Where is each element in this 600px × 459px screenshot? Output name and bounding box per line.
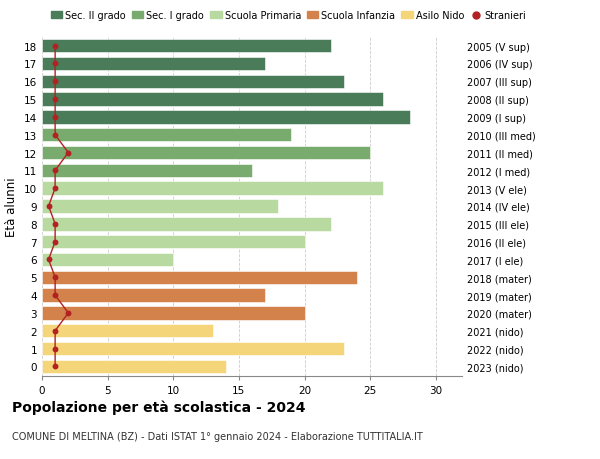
Bar — [42, 200, 278, 213]
Bar — [42, 182, 383, 196]
Point — [44, 203, 53, 210]
Bar — [42, 58, 265, 71]
Bar — [42, 360, 226, 373]
Bar — [42, 325, 212, 338]
Bar — [42, 93, 383, 106]
Point — [50, 114, 60, 121]
Point — [50, 132, 60, 139]
Point — [50, 363, 60, 370]
Point — [50, 78, 60, 86]
Bar — [42, 40, 331, 53]
Point — [50, 43, 60, 50]
Point — [64, 150, 73, 157]
Point — [64, 309, 73, 317]
Bar — [42, 218, 331, 231]
Point — [50, 345, 60, 353]
Y-axis label: Età alunni: Età alunni — [5, 177, 19, 236]
Y-axis label: Anni di nascita: Anni di nascita — [599, 163, 600, 250]
Bar — [42, 129, 292, 142]
Point — [50, 292, 60, 299]
Bar — [42, 289, 265, 302]
Point — [50, 185, 60, 192]
Bar — [42, 271, 357, 285]
Bar — [42, 342, 344, 355]
Bar — [42, 253, 173, 267]
Text: Popolazione per età scolastica - 2024: Popolazione per età scolastica - 2024 — [12, 399, 305, 414]
Bar — [42, 164, 252, 178]
Point — [50, 221, 60, 228]
Bar — [42, 235, 305, 249]
Bar — [42, 111, 410, 124]
Text: COMUNE DI MELTINA (BZ) - Dati ISTAT 1° gennaio 2024 - Elaborazione TUTTITALIA.IT: COMUNE DI MELTINA (BZ) - Dati ISTAT 1° g… — [12, 431, 423, 442]
Bar — [42, 75, 344, 89]
Point — [50, 168, 60, 175]
Legend: Sec. II grado, Sec. I grado, Scuola Primaria, Scuola Infanzia, Asilo Nido, Stran: Sec. II grado, Sec. I grado, Scuola Prim… — [47, 7, 530, 25]
Bar — [42, 146, 370, 160]
Point — [50, 61, 60, 68]
Point — [50, 274, 60, 281]
Point — [44, 256, 53, 263]
Point — [50, 327, 60, 335]
Point — [50, 96, 60, 104]
Point — [50, 238, 60, 246]
Bar — [42, 307, 305, 320]
